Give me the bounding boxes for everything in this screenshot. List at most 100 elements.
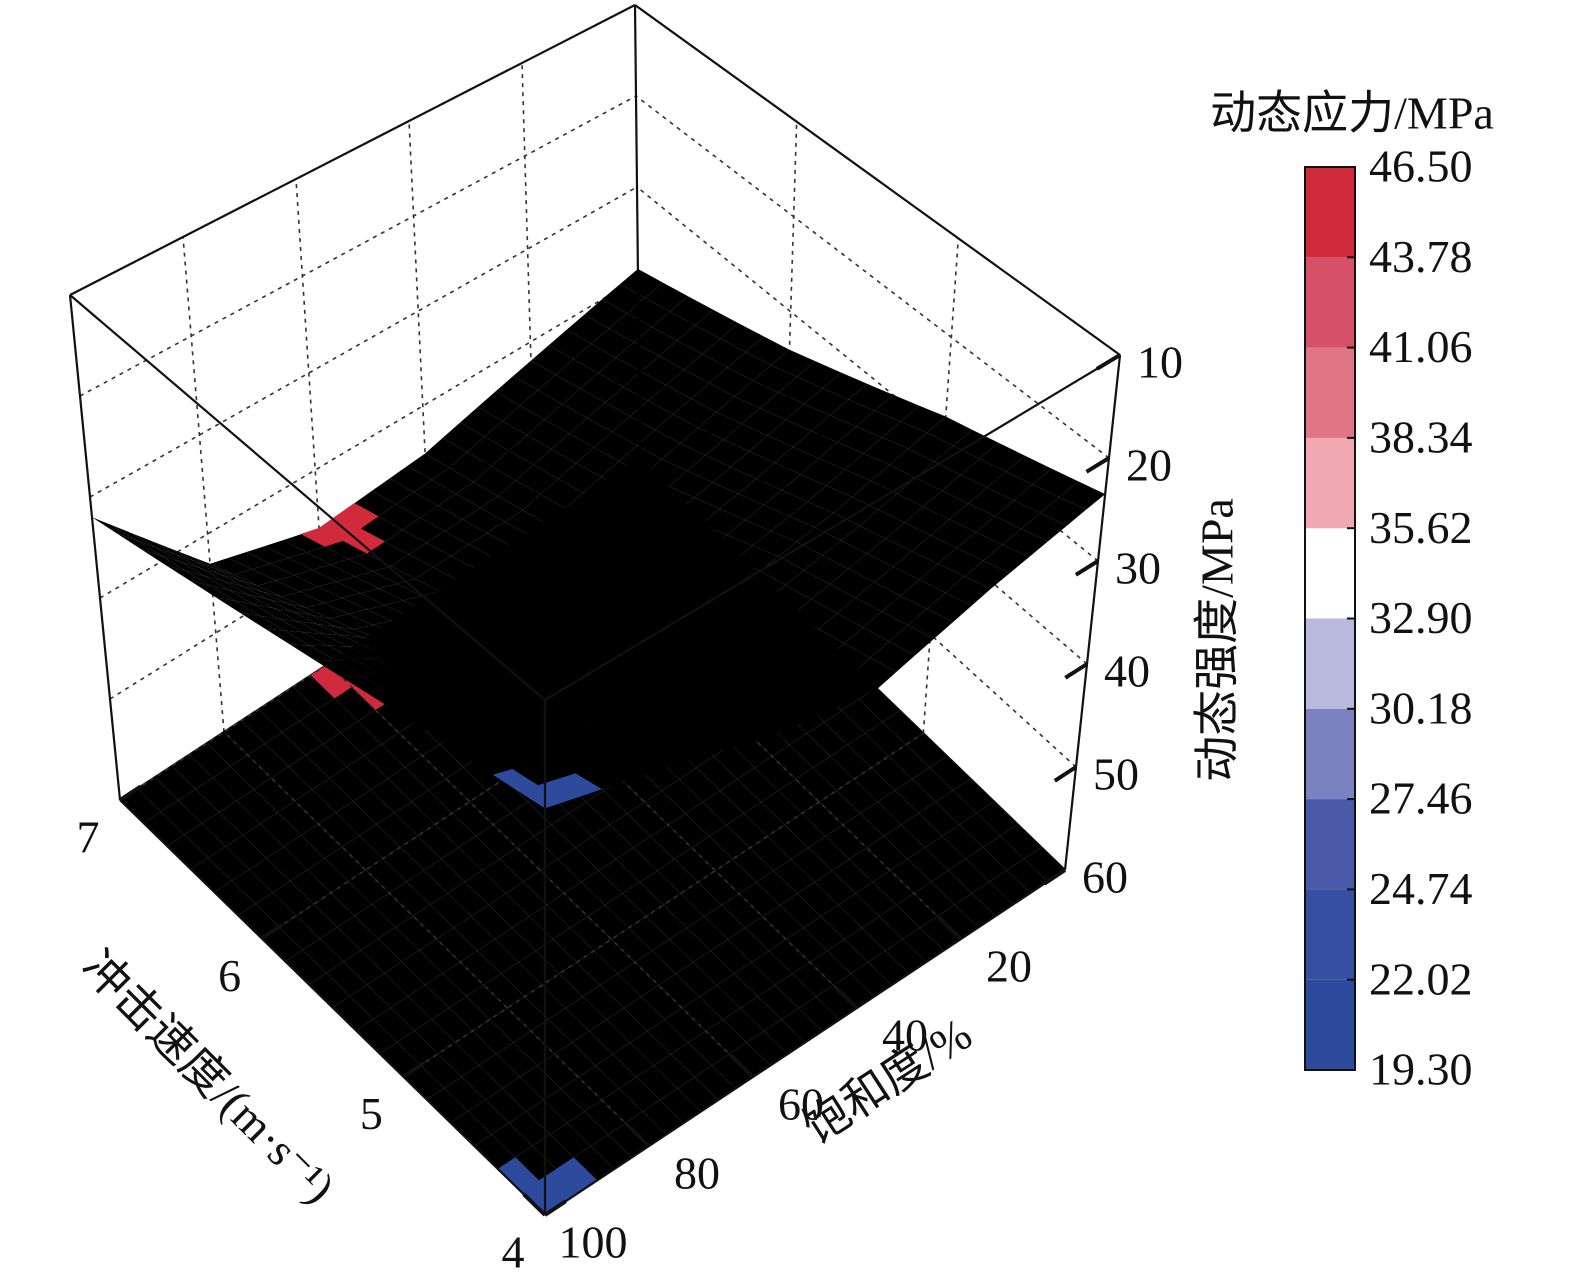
surface-patch [529, 524, 572, 549]
surface-patch [716, 396, 761, 424]
surface-patch [616, 342, 659, 372]
floor-contour [819, 790, 861, 825]
surface-patch [756, 629, 800, 654]
wall-grid-line [89, 186, 638, 498]
surface-patch [533, 656, 577, 670]
surface-patch [904, 506, 950, 536]
surface-patch [763, 490, 808, 517]
colorbar-band [1305, 528, 1355, 619]
floor-contour [477, 939, 519, 974]
floor-contour [924, 836, 966, 871]
floor-contour [189, 743, 231, 778]
surface-patch [665, 539, 709, 565]
wall-grid-line [521, 62, 537, 529]
surface-patch [594, 761, 639, 783]
floor-contour [652, 939, 694, 974]
floor-contour [512, 916, 554, 951]
surface-patch [322, 633, 366, 647]
surface-patch [837, 426, 882, 454]
floor-contour [488, 893, 530, 928]
surface-patch [896, 477, 942, 507]
surface-patch [690, 549, 735, 575]
surface-patch [911, 535, 957, 564]
surface-patch [908, 432, 954, 462]
surface-patch [680, 427, 724, 456]
surface-patch [506, 591, 550, 612]
floor-contour [948, 858, 990, 894]
surface-patch [881, 595, 927, 626]
floor-contour [474, 1134, 516, 1169]
floor-contour [494, 927, 536, 963]
cube-edge [68, 294, 122, 801]
surface-patch [544, 404, 588, 434]
surface-patch [741, 570, 786, 600]
surface-patch [224, 581, 268, 600]
floor-contour [693, 950, 735, 986]
surface-patch [941, 474, 988, 504]
surface-patch [288, 552, 331, 570]
surface-patch [745, 662, 790, 685]
floor-contour [646, 905, 687, 940]
floor-contour [764, 1019, 805, 1054]
surface-patch [491, 701, 536, 722]
surface-patch [354, 571, 398, 589]
surface-patch [893, 551, 939, 580]
floor-contour [798, 996, 840, 1031]
floor-contour [305, 743, 347, 779]
surface-patch [538, 620, 582, 640]
floor-contour [436, 927, 478, 962]
surface-patch [513, 360, 556, 391]
surface-patch [535, 711, 580, 732]
surface-patch [555, 359, 599, 389]
surface-patch [636, 429, 681, 460]
floor-contour [972, 881, 1013, 916]
cube-edge [69, 4, 636, 296]
surface-patch [233, 569, 276, 586]
surface-patch [483, 639, 527, 653]
floor-contour [680, 882, 722, 917]
surface-patch [415, 625, 459, 639]
floor-contour [792, 962, 834, 997]
surface-patch [741, 408, 786, 436]
surface-patch [727, 352, 772, 381]
floor-contour [568, 801, 610, 837]
surface-patch [848, 383, 894, 411]
floor-contour [417, 824, 459, 859]
surface-patch [165, 565, 210, 586]
cube-edge [634, 4, 1121, 356]
floor-contour [677, 1077, 719, 1112]
floor-contour [902, 927, 944, 962]
floor-contour [543, 1088, 585, 1123]
floor-contour [290, 869, 331, 905]
wall-grid-line [922, 238, 960, 734]
floor-contour [384, 961, 426, 997]
surface-patch [495, 376, 538, 406]
surface-patch [646, 683, 691, 702]
surface-patch [341, 635, 385, 647]
surface-patch [907, 608, 953, 639]
floor-contour [420, 1053, 462, 1089]
surface-patch [644, 282, 688, 312]
surface-patch [562, 388, 606, 418]
floor-contour [120, 788, 161, 824]
surface-patch [578, 548, 622, 570]
surface-patch [609, 693, 654, 712]
colorbar-band [1305, 889, 1355, 980]
surface-patch [675, 642, 720, 666]
surface-patch [745, 505, 790, 531]
surface-patch [493, 546, 536, 571]
surface-patch [112, 525, 156, 548]
floor-contour [571, 1031, 613, 1066]
floor-contour [694, 1065, 736, 1100]
surface-patch [605, 386, 648, 417]
surface-patch [324, 540, 367, 560]
surface-patch [770, 676, 815, 699]
wall-grid-line [79, 95, 637, 397]
floor-contour [438, 1042, 479, 1077]
floor-contour [797, 882, 839, 917]
colorbar-tick-label: 19.30 [1369, 1044, 1473, 1095]
floor-contour [877, 790, 919, 825]
floor-contour [871, 756, 913, 791]
surface-patch [531, 345, 574, 375]
surface-patch [598, 357, 641, 387]
